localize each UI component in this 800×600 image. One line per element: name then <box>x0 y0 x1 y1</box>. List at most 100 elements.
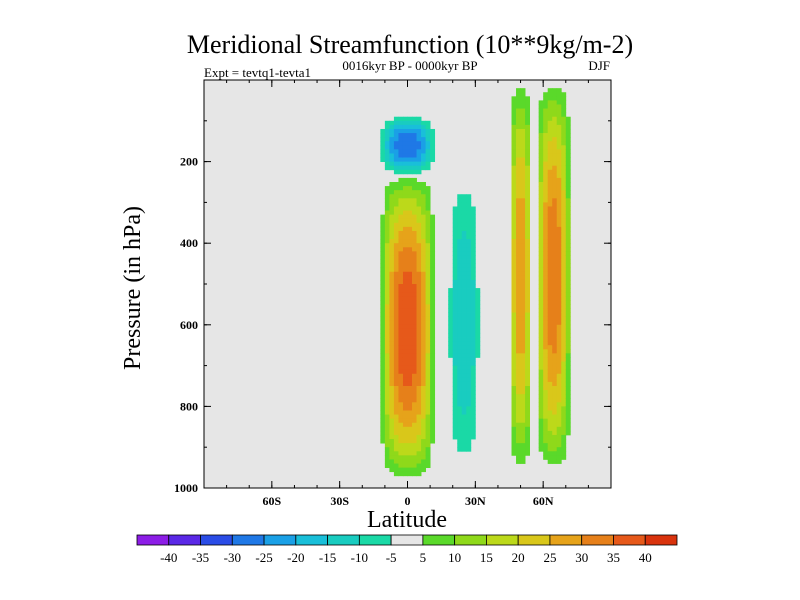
contour-cell <box>425 308 431 313</box>
contour-cell <box>511 235 517 240</box>
contour-cell <box>475 312 481 318</box>
contour-cell <box>538 390 544 395</box>
contour-cell <box>525 128 530 134</box>
contour-cell <box>552 406 558 411</box>
contour-cell <box>466 410 472 415</box>
contour-cell <box>466 275 472 281</box>
contour-cell <box>389 316 395 322</box>
contour-cell <box>511 173 517 179</box>
contour-cell <box>412 230 417 236</box>
contour-cell <box>402 267 408 273</box>
contour-cell <box>565 243 571 248</box>
contour-cell <box>538 169 544 175</box>
contour-cell <box>430 214 436 220</box>
contour-cell <box>412 116 417 122</box>
contour-cell <box>520 210 526 216</box>
contour-cell <box>547 353 553 358</box>
contour-cell <box>525 316 530 322</box>
contour-cell <box>380 304 386 309</box>
contour-cell <box>556 377 562 383</box>
contour-cell <box>425 194 431 199</box>
contour-cell <box>425 439 431 444</box>
contour-cell <box>430 361 436 366</box>
contour-cell <box>466 304 472 309</box>
contour-cell <box>538 361 544 366</box>
contour-cell <box>457 198 463 203</box>
contour-cell <box>407 202 413 207</box>
contour-cell <box>389 373 395 379</box>
contour-cell <box>430 341 436 346</box>
contour-cell <box>538 369 544 375</box>
contour-cell <box>565 218 571 224</box>
contour-cell <box>412 361 417 366</box>
contour-cell <box>511 447 517 452</box>
contour-cell <box>470 247 476 252</box>
contour-cell <box>380 133 386 138</box>
contour-cell <box>430 402 436 407</box>
contour-cell <box>547 202 553 207</box>
contour-cell <box>565 124 571 130</box>
chart-title: Meridional Streamfunction (10**9kg/m-2) <box>187 30 633 59</box>
contour-cell <box>556 116 562 122</box>
contour-cell <box>452 275 458 281</box>
contour-cell <box>547 292 553 297</box>
contour-cell <box>547 451 553 456</box>
contour-cell <box>389 308 395 313</box>
contour-cell <box>520 328 526 334</box>
contour-cell <box>561 157 567 162</box>
contour-cell <box>389 361 395 366</box>
contour-cell <box>525 369 530 375</box>
contour-cell <box>457 369 463 375</box>
contour-cell <box>561 214 567 220</box>
contour-cell <box>461 251 467 256</box>
contour-cell <box>416 243 422 248</box>
contour-cell <box>538 386 544 391</box>
contour-cell <box>457 345 463 350</box>
contour-cell <box>561 161 567 167</box>
contour-cell <box>543 104 549 109</box>
contour-cell <box>407 332 413 338</box>
contour-cell <box>407 467 413 473</box>
contour-cell <box>470 320 476 326</box>
contour-cell <box>380 288 386 293</box>
contour-cell <box>402 394 408 399</box>
contour-cell <box>511 202 517 207</box>
contour-cell <box>421 263 426 269</box>
contour-cell <box>525 239 530 244</box>
contour-cell <box>543 243 549 248</box>
contour-cell <box>452 300 458 305</box>
contour-cell <box>416 451 422 456</box>
contour-cell <box>511 263 517 269</box>
contour-cell <box>525 312 530 318</box>
contour-cell <box>552 292 558 297</box>
contour-cell <box>425 324 431 330</box>
contour-cell <box>520 137 526 142</box>
contour-cell <box>425 161 431 167</box>
contour-cell <box>425 128 431 134</box>
contour-cell <box>556 426 562 432</box>
contour-cell <box>547 324 553 330</box>
contour-cell <box>407 292 413 297</box>
contour-cell <box>520 243 526 248</box>
contour-cell <box>461 369 467 375</box>
contour-cell <box>425 304 431 309</box>
contour-cell <box>511 116 517 122</box>
contour-cell <box>552 390 558 395</box>
contour-cell <box>520 377 526 383</box>
contour-cell <box>538 308 544 313</box>
contour-cell <box>452 394 458 399</box>
contour-cell <box>425 377 431 383</box>
contour-cell <box>520 341 526 346</box>
contour-cell <box>520 455 526 460</box>
contour-cell <box>552 161 558 167</box>
contour-cell <box>516 271 521 277</box>
contour-cell <box>525 320 530 326</box>
contour-cell <box>543 214 549 220</box>
contour-cell <box>389 202 395 207</box>
contour-cell <box>543 353 549 358</box>
contour-cell <box>425 430 431 436</box>
contour-cell <box>547 112 553 118</box>
contour-cell <box>430 275 436 281</box>
contour-cell <box>402 133 408 138</box>
contour-cell <box>393 120 399 126</box>
